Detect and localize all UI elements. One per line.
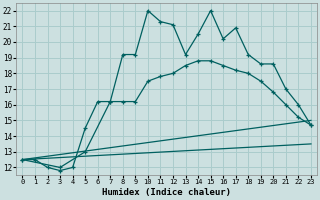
X-axis label: Humidex (Indice chaleur): Humidex (Indice chaleur)	[102, 188, 231, 197]
